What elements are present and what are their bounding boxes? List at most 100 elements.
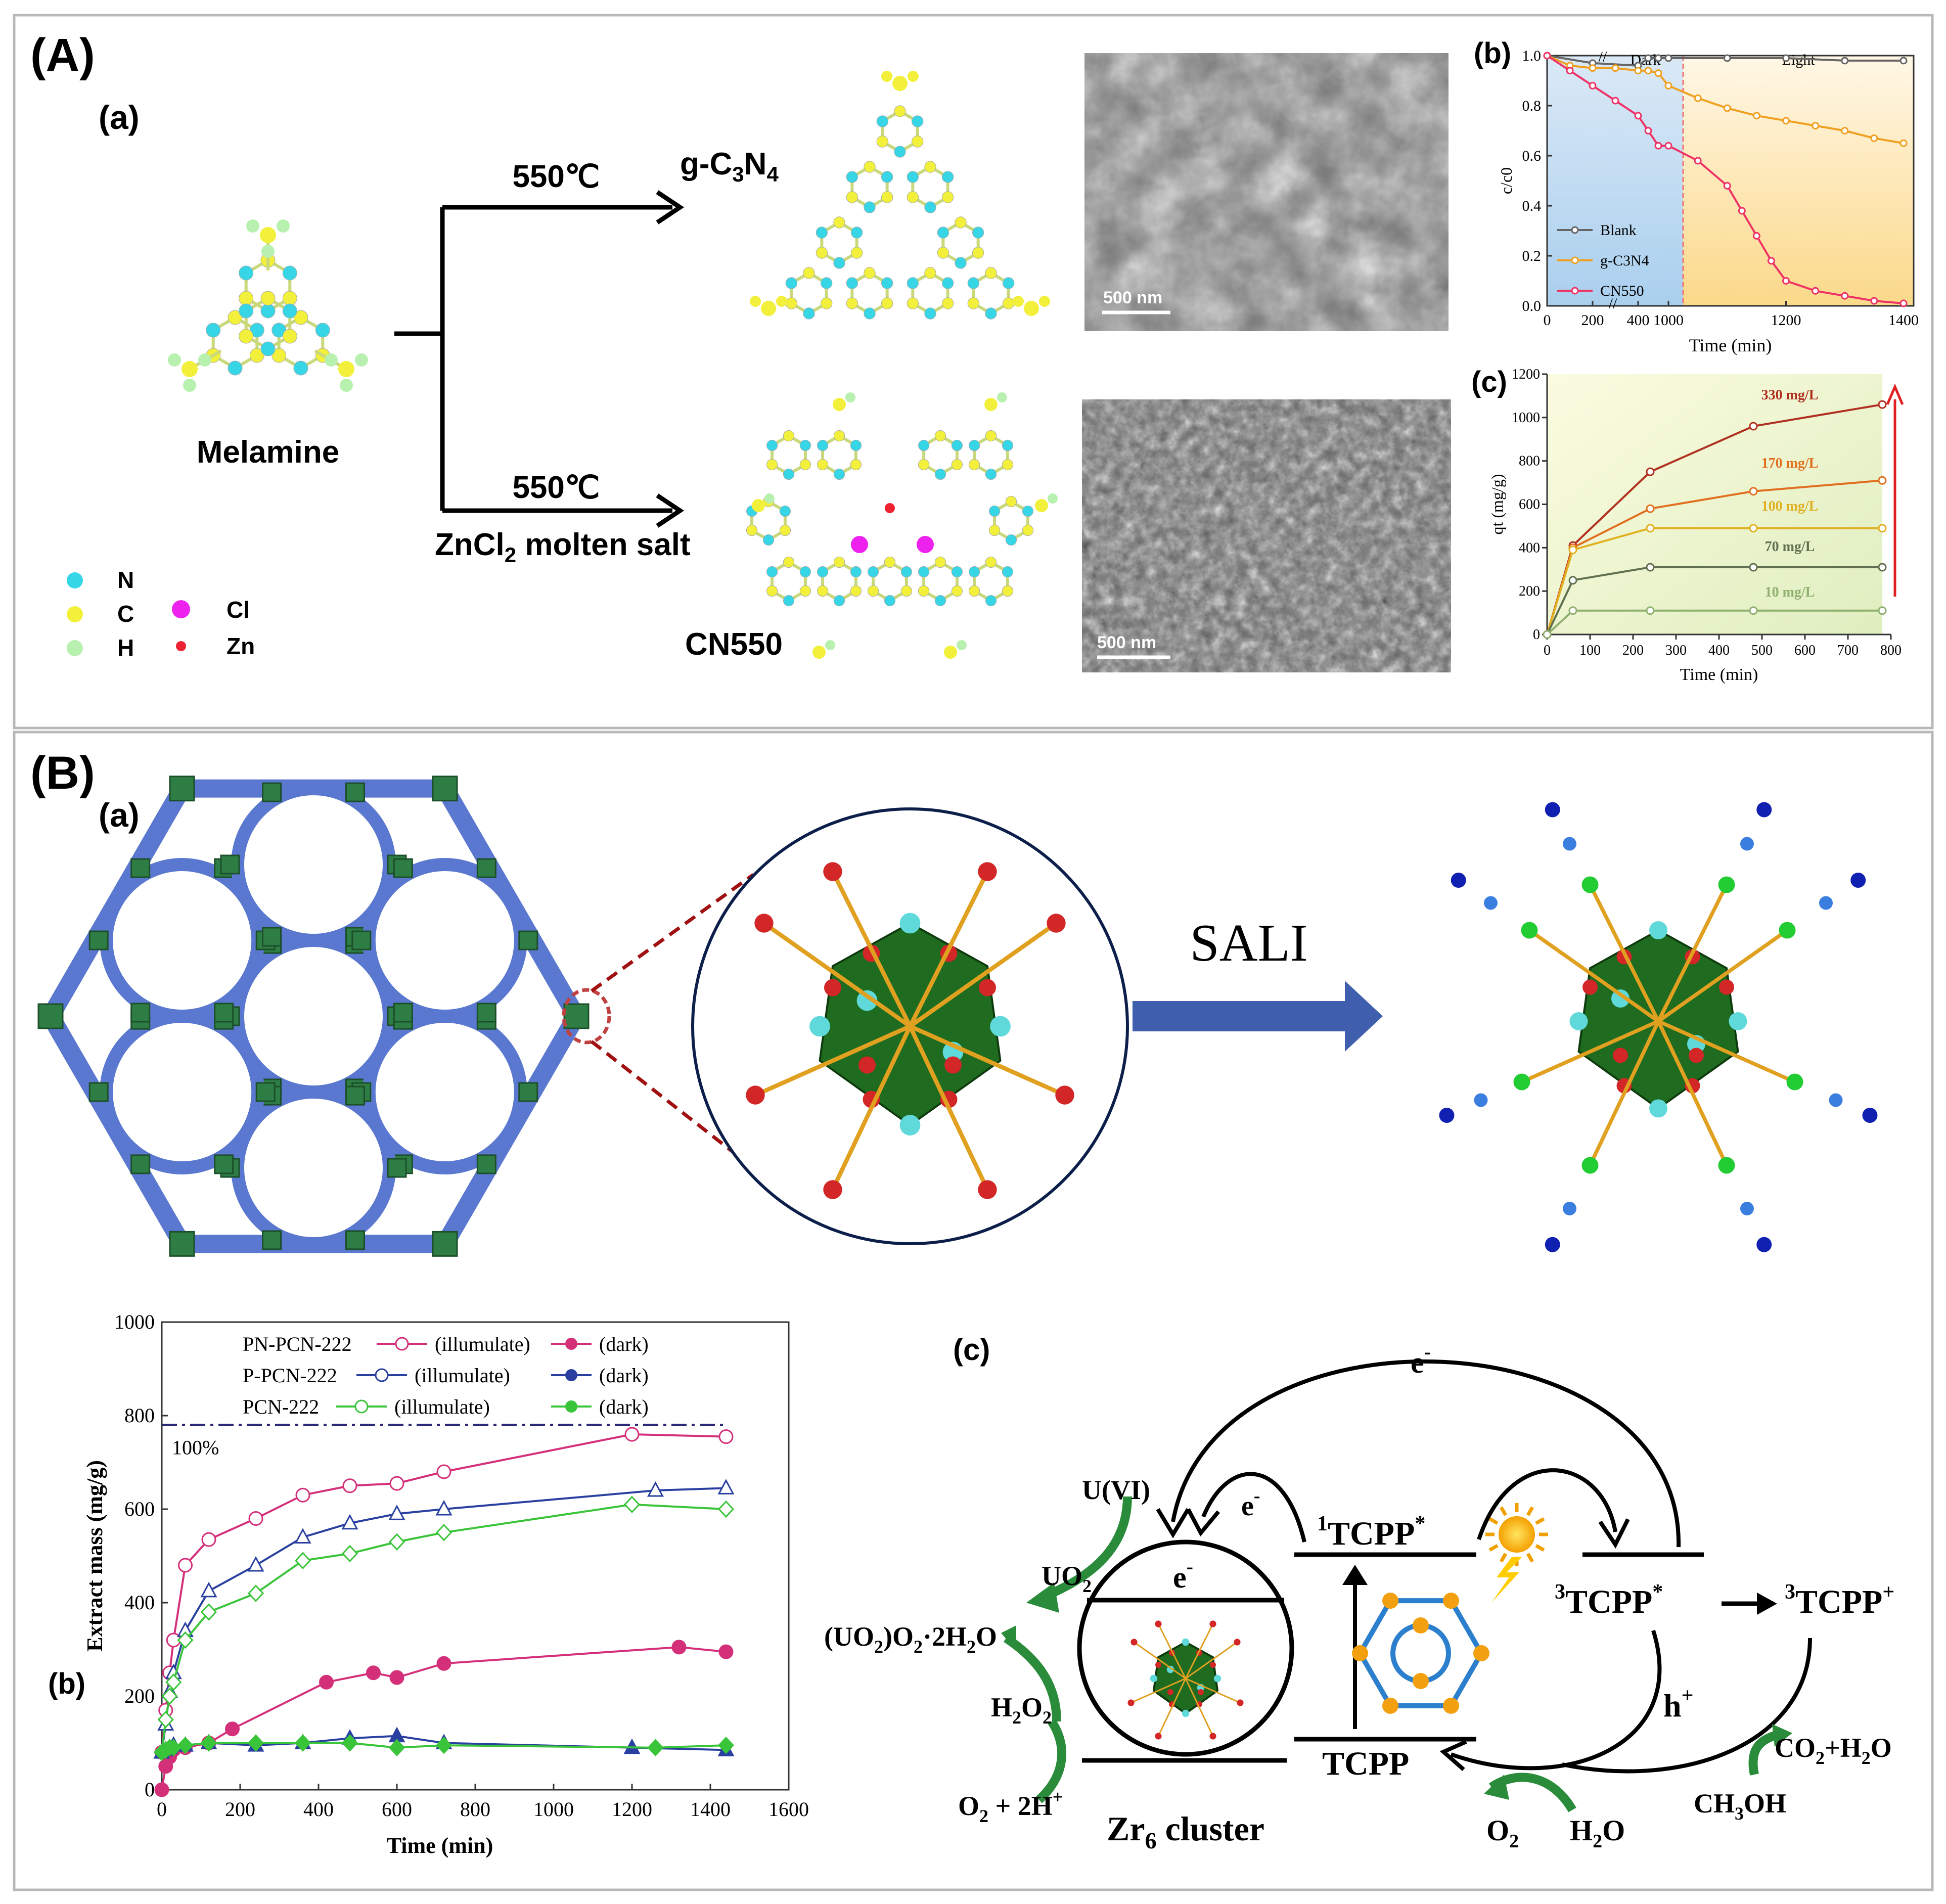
- uranium-vi-label: U(VI): [1082, 1475, 1150, 1505]
- gc3n4-atom: [924, 201, 936, 213]
- gc3n4-atom: [850, 247, 863, 259]
- data-point: [247, 1734, 264, 1752]
- o-atom: [1210, 1662, 1216, 1668]
- uranyl-peroxide-label: (UO2)O2·2H2O: [824, 1621, 997, 1657]
- zr-atom: [856, 990, 878, 1011]
- node: [1413, 1617, 1429, 1634]
- panel-B-frame: [13, 731, 1934, 1891]
- terminal-atom: [1047, 914, 1066, 933]
- gc3n4-atom: [785, 297, 798, 309]
- photocatalysis-diagram: (c) e- e- e- Zr6 cluster 1TCPP* TCPP: [824, 1333, 1894, 1853]
- gc3n4-atom: [820, 277, 833, 289]
- melamine-atom: [239, 303, 254, 319]
- gc3n4-atom: [937, 247, 949, 259]
- bond: [1588, 884, 1660, 1022]
- arrow-head-icon: [1757, 1593, 1777, 1615]
- data-point: [1870, 297, 1878, 305]
- legend-marker: [395, 1337, 409, 1351]
- melamine-atom: [168, 353, 181, 367]
- cn550-atom: [752, 499, 765, 512]
- legend-c-dot: [67, 606, 83, 622]
- x-tick-label: 400: [1627, 312, 1650, 329]
- sali-label: SALI: [1190, 913, 1307, 972]
- terminal-atom: [1155, 1733, 1162, 1740]
- x-tick-label: 400: [303, 1798, 334, 1821]
- y-tick-label: 0: [1533, 627, 1540, 643]
- cn550-atom: [746, 524, 758, 536]
- series-label: 170 mg/L: [1761, 456, 1819, 471]
- green-arrow-o2: [1035, 1719, 1067, 1803]
- melamine-atom: [249, 348, 264, 363]
- x-tick-label: 700: [1837, 643, 1859, 658]
- data-point: [1644, 67, 1652, 75]
- cn550-atom: [867, 566, 879, 578]
- legend-zn-label: Zn: [227, 633, 255, 659]
- oxygen-protons-label: O2 + 2H+: [958, 1787, 1063, 1826]
- zr-node: [37, 1003, 64, 1029]
- tcpp-framework-icon: [1352, 1593, 1489, 1714]
- data-point: [1568, 546, 1577, 555]
- data-point: [718, 1644, 734, 1659]
- terminal-atom: [978, 1180, 997, 1199]
- data-point: [247, 1584, 264, 1602]
- sun-ray: [1535, 1544, 1545, 1552]
- zr-atom: [990, 1016, 1011, 1037]
- data-point: [177, 1736, 194, 1754]
- bond: [1588, 1020, 1660, 1166]
- series-line-4: [161, 1503, 727, 1753]
- legend-dark-label: (dark): [599, 1395, 649, 1418]
- cn550-atom: [951, 585, 963, 597]
- zr-node: [476, 858, 496, 878]
- terminal-atom: [1055, 1085, 1074, 1105]
- data-point: [647, 1739, 664, 1756]
- melamine-atom: [183, 379, 196, 392]
- series-label: 70 mg/L: [1765, 539, 1815, 555]
- product-label-cn550: CN550: [685, 627, 783, 662]
- gc3n4-atom: [1013, 296, 1024, 307]
- x-tick-label: 0: [1544, 643, 1551, 658]
- o-atom: [1198, 1689, 1204, 1695]
- n-atom: [1563, 1202, 1576, 1215]
- bond: [1185, 1678, 1241, 1704]
- y-tick-label: 200: [124, 1685, 155, 1707]
- y-tick-label: 400: [1519, 540, 1540, 556]
- data-point: [1749, 606, 1758, 615]
- x-tick-label: 1200: [612, 1798, 652, 1821]
- terminal-atom: [1234, 1639, 1241, 1646]
- x-tick-label: 600: [382, 1798, 412, 1821]
- arrow-head-icon: [1156, 1508, 1190, 1538]
- zr-node: [262, 927, 282, 947]
- x-axis-label: Time (min): [1689, 335, 1772, 355]
- zr6-cluster-label: Zr6 cluster: [1107, 1809, 1264, 1853]
- gc3n4-atom: [967, 297, 980, 309]
- gc3n4-atom: [816, 247, 828, 259]
- data-point: [1568, 576, 1577, 585]
- data-point: [1878, 524, 1887, 533]
- data-point: [435, 1736, 452, 1754]
- sali-modified-cluster: [1439, 802, 1878, 1252]
- data-point: [1723, 104, 1731, 112]
- bond: [909, 921, 1058, 1028]
- x-tick-label: 200: [1622, 643, 1644, 658]
- data-point: [717, 1500, 735, 1518]
- data-point: [389, 1670, 404, 1685]
- n-atom: [1862, 1108, 1878, 1123]
- cn550-atom: [1002, 459, 1014, 471]
- data-point: [1899, 299, 1908, 307]
- legend-illum-label: (illumulate): [435, 1333, 530, 1355]
- cn550-atom: [766, 585, 778, 597]
- melamine-atom: [198, 353, 211, 367]
- melamine-atom: [239, 265, 254, 281]
- cn550-atom: [766, 566, 778, 578]
- data-point: [1841, 57, 1849, 65]
- legend-marker: [565, 1369, 577, 1381]
- data-point: [717, 1479, 735, 1494]
- legend-c-label: C: [117, 601, 134, 627]
- node: [1382, 1593, 1398, 1609]
- arrow-head-bottom-icon: [656, 493, 685, 528]
- series-line-0: [161, 1433, 727, 1753]
- x-tick-label: 200: [225, 1798, 255, 1821]
- data-point: [1878, 563, 1887, 572]
- pcn222-framework-structure: [37, 776, 590, 1257]
- gc3n4-atom: [881, 277, 893, 289]
